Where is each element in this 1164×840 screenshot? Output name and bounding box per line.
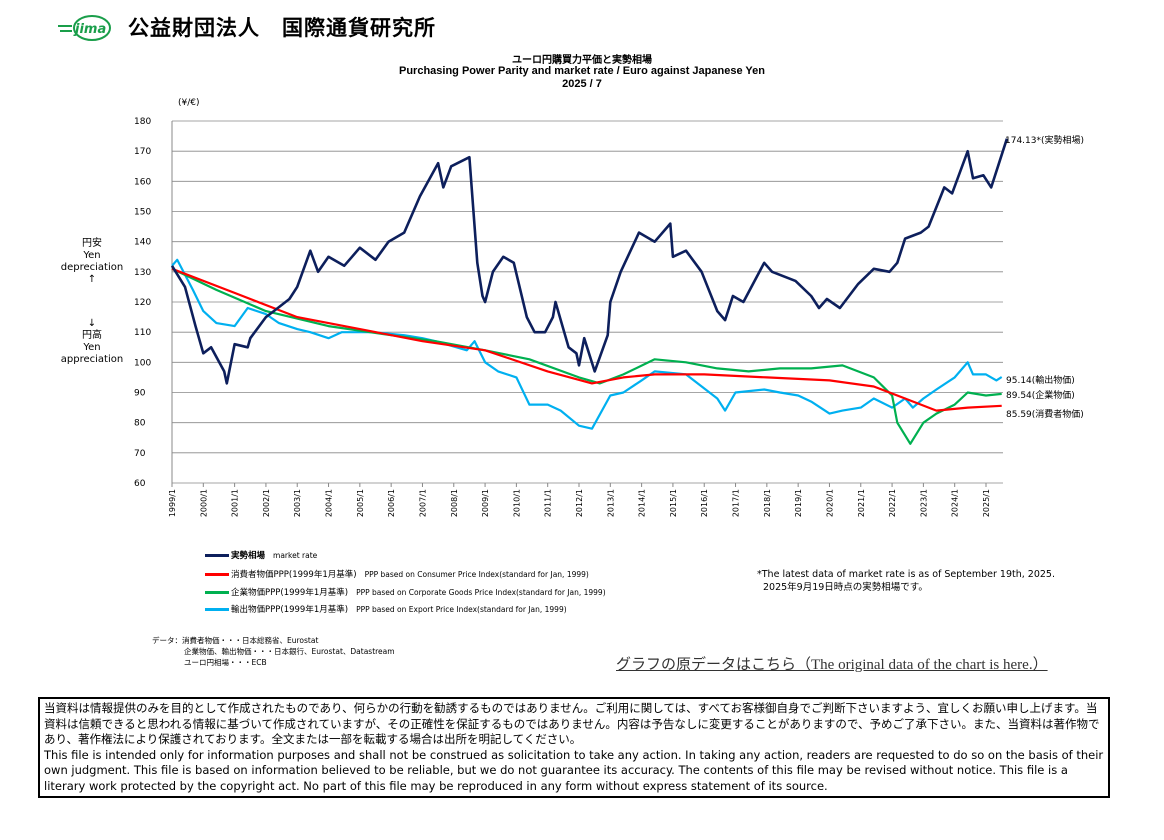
- arrow-up-icon: ↑: [87, 274, 97, 285]
- yen-appreciation-label: ↓ 円高 Yen appreciation: [52, 318, 132, 366]
- legend-swatch: [205, 553, 229, 557]
- source-line: データ：消費者物価・・・日本総務省、Eurostat: [152, 636, 319, 645]
- y-tick-label: 90: [134, 389, 146, 399]
- y-tick-label: 120: [134, 298, 151, 308]
- disclaimer-ja: 当資料は情報提供のみを目的として作成されたものであり、何らかの行動を勧誘するもの…: [44, 701, 1100, 746]
- y-tick-label: 180: [134, 117, 151, 127]
- chart-title-ja: ユーロ円購買力平価と実勢相場: [512, 55, 652, 66]
- note-ja: 2025年9月19日時点の実勢相場です。: [763, 582, 928, 593]
- data-sources: データ：消費者物価・・・日本総務省、Eurostat 企業物価、輸出物価・・・日本…: [152, 635, 395, 668]
- side-down-en: Yen appreciation: [60, 342, 124, 365]
- end-value-label: 95.14(輸出物価): [1006, 374, 1075, 386]
- original-data-link[interactable]: グラフの原データはこちら（The original data of the ch…: [616, 657, 1048, 673]
- legend-label-ja: 輸出物価PPP(1999年1月基準): [231, 605, 349, 615]
- legend-label-en: PPP based on Corporate Goods Price Index…: [356, 587, 606, 597]
- legend-label-ja: 消費者物価PPP(1999年1月基準): [231, 570, 357, 580]
- x-tick-label: 2002/1: [262, 489, 271, 517]
- x-tick-label: 2000/1: [199, 489, 208, 517]
- y-tick-label: 130: [134, 268, 151, 278]
- y-axis-unit: (¥/€): [178, 98, 200, 108]
- disclaimer-en: This file is intended only for informati…: [44, 747, 1104, 793]
- x-tick-label: 2003/1: [293, 489, 302, 517]
- y-tick-label: 160: [134, 177, 151, 187]
- legend-swatch: [205, 572, 229, 576]
- x-tick-label: 2014/1: [638, 489, 647, 517]
- series-line-0: [170, 138, 1009, 385]
- x-tick-label: 2015/1: [669, 489, 678, 517]
- svg-text:jima: jima: [73, 22, 106, 37]
- x-tick-label: 2007/1: [418, 489, 427, 517]
- chart-title-en: Purchasing Power Parity and market rate …: [399, 65, 765, 77]
- y-tick-label: 140: [134, 238, 151, 248]
- x-tick-label: 2021/1: [857, 489, 866, 517]
- x-tick-label: 2022/1: [888, 489, 897, 517]
- series-line-1: [171, 267, 1002, 412]
- x-tick-label: 2016/1: [700, 489, 709, 517]
- x-tick-label: 2005/1: [356, 489, 365, 517]
- legend-swatch: [205, 607, 229, 611]
- x-tick-label: 2013/1: [606, 489, 615, 517]
- legend-label-ja: 企業物価PPP(1999年1月基準): [231, 588, 349, 598]
- legend-label-ja: 実勢相場: [231, 551, 266, 561]
- x-tick-label: 2009/1: [481, 489, 490, 517]
- jima-logo: jima: [58, 15, 111, 41]
- x-tick-label: 2017/1: [732, 489, 741, 517]
- end-value-label: 85.59(消費者物価): [1006, 408, 1084, 420]
- disclaimer-box: 当資料は情報提供のみを目的として作成されたものであり、何らかの行動を勧誘するもの…: [38, 697, 1110, 798]
- y-tick-label: 70: [134, 449, 146, 459]
- legend-market-rate: 実勢相場 market rate: [205, 549, 317, 561]
- legend-label-en: market rate: [273, 550, 318, 560]
- chart-date: 2025 / 7: [562, 78, 602, 90]
- x-tick-label: 1999/1: [168, 489, 177, 517]
- note-en: *The latest data of market rate is as of…: [757, 569, 1055, 580]
- x-tick-label: 2019/1: [794, 489, 803, 517]
- x-tick-label: 2023/1: [919, 489, 928, 517]
- y-tick-label: 110: [134, 328, 151, 338]
- x-tick-label: 2006/1: [387, 489, 396, 517]
- series-line-2: [171, 267, 1002, 445]
- x-tick-label: 2011/1: [544, 489, 553, 517]
- y-tick-label: 80: [134, 419, 146, 429]
- side-up-en: Yen depreciation: [60, 250, 124, 273]
- x-tick-label: 2012/1: [575, 489, 584, 517]
- y-tick-label: 100: [134, 358, 151, 368]
- legend-swatch: [205, 590, 229, 594]
- x-tick-label: 2001/1: [231, 489, 240, 517]
- latest-data-note: *The latest data of market rate is as of…: [757, 568, 1055, 594]
- legend-label-en: PPP based on Consumer Price Index(standa…: [364, 569, 589, 579]
- yen-depreciation-label: 円安 Yen depreciation ↑: [52, 238, 132, 286]
- end-value-label: 174.13*(実勢相場): [1005, 134, 1084, 146]
- x-tick-label: 2025/1: [982, 489, 991, 517]
- y-tick-label: 60: [134, 479, 146, 489]
- x-tick-label: 2004/1: [325, 489, 334, 517]
- legend-cpi-ppp: 消費者物価PPP(1999年1月基準) PPP based on Consumer…: [205, 568, 589, 580]
- legend-cgpi-ppp: 企業物価PPP(1999年1月基準) PPP based on Corporate…: [205, 586, 606, 598]
- chart: 60 70 80 90 100 110 120 130 140 150 160 170 180 1999/…: [134, 117, 1084, 517]
- legend-export-ppp: 輸出物価PPP(1999年1月基準) PPP based on Export Pr…: [205, 603, 567, 615]
- x-tick-label: 2008/1: [450, 489, 459, 517]
- x-tick-label: 2010/1: [512, 489, 521, 517]
- side-down-ja: 円高: [82, 330, 102, 341]
- x-tick-label: 2020/1: [825, 489, 834, 517]
- source-line: 企業物価、輸出物価・・・日本銀行、Eurostat、Datastream: [184, 647, 395, 656]
- x-tick-label: 2024/1: [951, 489, 960, 517]
- y-tick-label: 150: [134, 208, 151, 218]
- legend-label-en: PPP based on Export Price Index(standard…: [356, 604, 567, 614]
- x-tick-label: 2018/1: [763, 489, 772, 517]
- side-up-ja: 円安: [82, 238, 102, 249]
- end-value-label: 89.54(企業物価): [1006, 389, 1075, 401]
- organization-name: 公益財団法人 国際通貨研究所: [128, 16, 436, 40]
- source-line: ユーロ円相場・・・ECB: [184, 658, 267, 667]
- arrow-down-icon: ↓: [87, 318, 97, 329]
- y-tick-label: 170: [134, 147, 151, 157]
